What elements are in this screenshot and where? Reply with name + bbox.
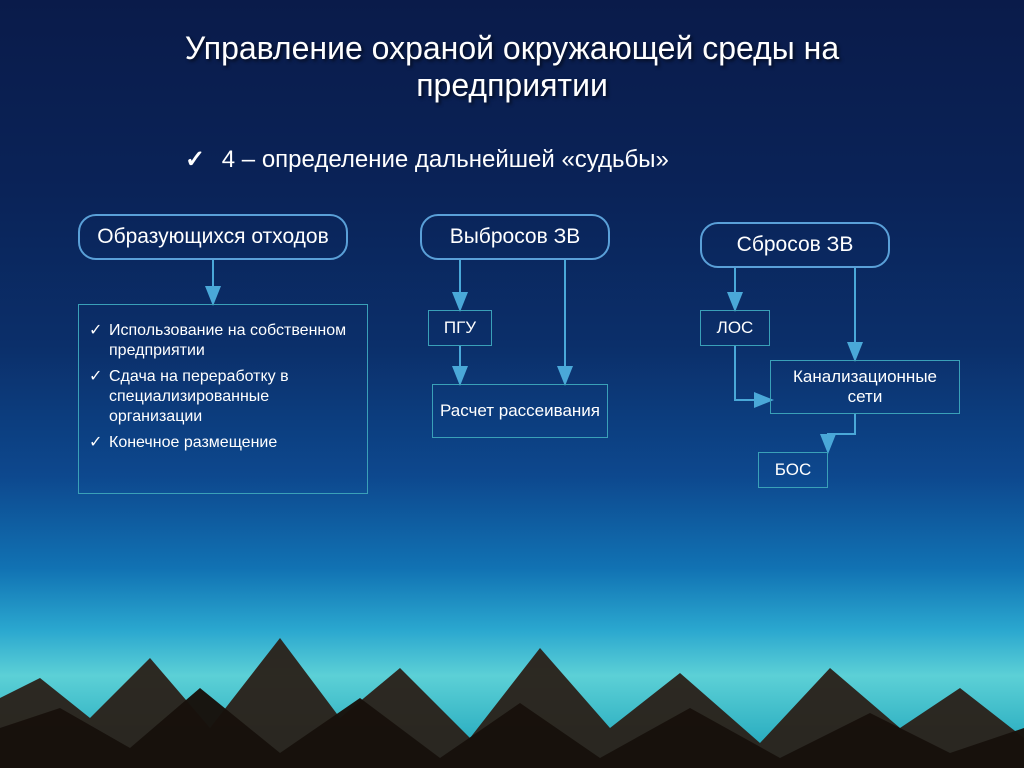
node-dispersion: Расчет рассеивания bbox=[432, 384, 608, 438]
waste-list-item: Использование на собственном предприятии bbox=[89, 321, 355, 361]
waste-list: Использование на собственном предприятии… bbox=[89, 321, 355, 453]
subtitle-text: 4 – определение дальнейшей «судьбы» bbox=[222, 146, 669, 173]
node-waste-header: Образующихся отходов bbox=[78, 214, 348, 260]
waste-list-box: Использование на собственном предприятии… bbox=[78, 304, 368, 494]
title-line2: предприятии bbox=[416, 67, 608, 103]
node-sewer: Канализационные сети bbox=[770, 360, 960, 414]
node-discharge-header: Сбросов ЗВ bbox=[700, 222, 890, 268]
title-line1: Управление охраной окружающей среды на bbox=[185, 30, 839, 66]
waste-list-item: Сдача на переработку в специализированны… bbox=[89, 367, 355, 427]
node-emissions-header: Выбросов ЗВ bbox=[420, 214, 610, 260]
node-los: ЛОС bbox=[700, 310, 770, 346]
slide-title: Управление охраной окружающей среды на п… bbox=[0, 30, 1024, 104]
slide-subtitle: 4 – определение дальнейшей «судьбы» bbox=[185, 145, 669, 174]
node-pgu: ПГУ bbox=[428, 310, 492, 346]
node-bos: БОС bbox=[758, 452, 828, 488]
waste-list-item: Конечное размещение bbox=[89, 433, 355, 453]
